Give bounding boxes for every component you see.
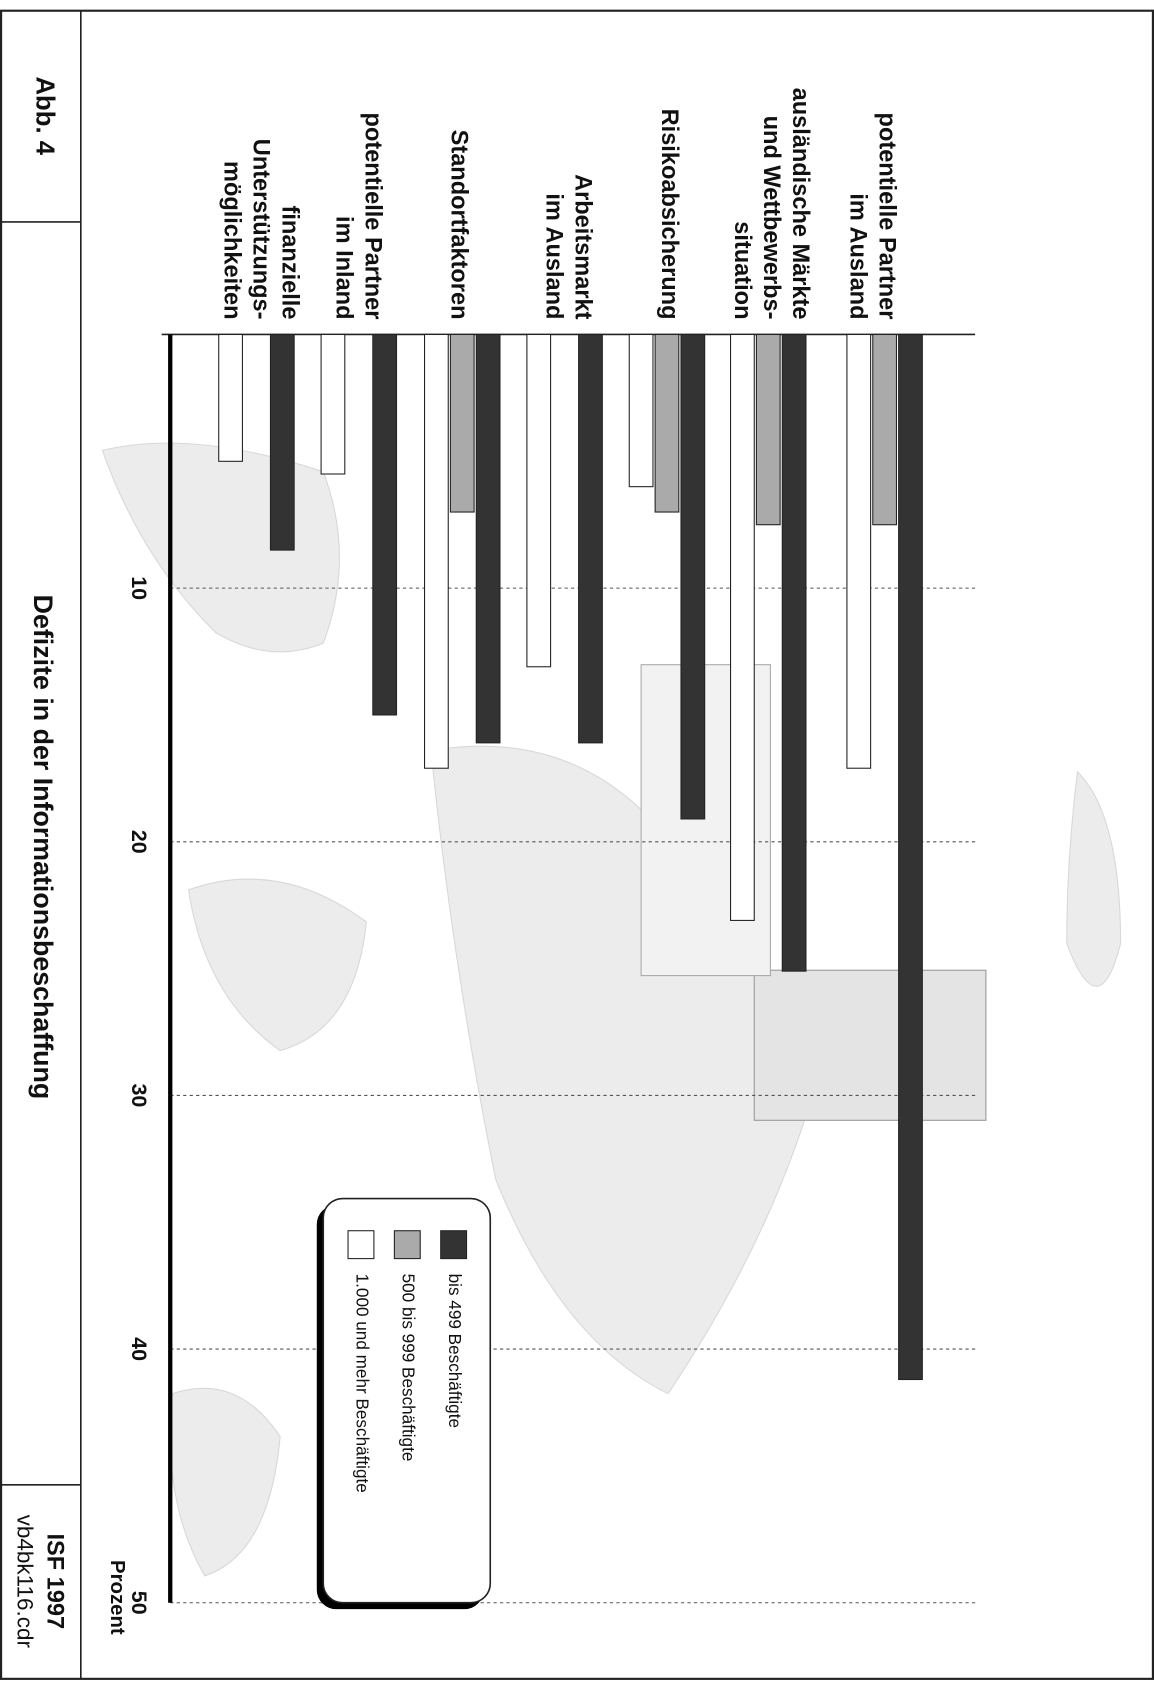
category-label: Unterstützungs- — [247, 139, 273, 320]
chart-title: Defizite in der Informationsbeschaffung — [28, 595, 58, 1100]
frame — [0, 9, 1154, 1680]
category-label: möglichkeiten — [218, 161, 244, 319]
category-label: im Ausland — [540, 193, 566, 319]
category-label: im Inland — [330, 216, 356, 319]
y-tick-label: 30 — [127, 1084, 151, 1108]
category-label: Arbeitsmarkt — [570, 174, 596, 320]
legend-label: 500 bis 999 Beschäftigte — [399, 1274, 419, 1462]
legend: bis 499 Beschäftigte 500 bis 999 Beschäft… — [316, 1197, 492, 1610]
y-tick-label: 20 — [127, 830, 151, 854]
bar — [730, 333, 755, 921]
y-tick-label: 40 — [127, 1337, 151, 1361]
bar — [846, 333, 872, 769]
legend-label: bis 499 Beschäftigte — [445, 1274, 465, 1428]
legend-swatch — [347, 1230, 375, 1260]
y-tick-label: 10 — [127, 576, 151, 600]
bar — [526, 333, 552, 668]
category-label: situation — [729, 221, 755, 319]
bar — [475, 333, 501, 744]
y-tick-label: 50 — [127, 1591, 151, 1615]
category-label: und Wettbewerbs- — [758, 116, 784, 320]
bar — [423, 333, 449, 769]
y-axis-label: Prozent — [106, 1560, 128, 1635]
category-label: ausländische Märkte — [787, 88, 813, 320]
bar — [680, 333, 706, 820]
bar — [755, 333, 781, 526]
legend-swatch — [393, 1230, 421, 1260]
category-label: finanzielle — [276, 206, 302, 320]
category-label: im Ausland — [844, 193, 870, 319]
bar — [628, 333, 654, 488]
background-map — [101, 442, 1122, 1577]
legend-swatch — [440, 1230, 468, 1260]
footer-organization: ISF 1997 — [42, 1533, 68, 1629]
legend-label: 1.000 und mehr Beschäftigte — [352, 1274, 372, 1493]
bar — [578, 333, 603, 744]
bar — [654, 333, 680, 513]
bar — [320, 333, 346, 475]
category-label: Standortfaktoren — [446, 130, 472, 320]
category-label: Risikoabsicherung — [656, 109, 682, 320]
category-label: potentielle Partner — [359, 113, 385, 320]
bar — [898, 333, 923, 1381]
bar — [372, 333, 398, 716]
footer-file: vb4bk116.cdr — [13, 1515, 38, 1649]
bar — [872, 333, 898, 526]
bar — [218, 333, 243, 462]
bar — [449, 333, 475, 513]
bar — [269, 333, 295, 551]
bar — [781, 333, 807, 972]
figure-label: Abb. 4 — [30, 76, 58, 155]
category-label: potentielle Partner — [873, 113, 899, 320]
